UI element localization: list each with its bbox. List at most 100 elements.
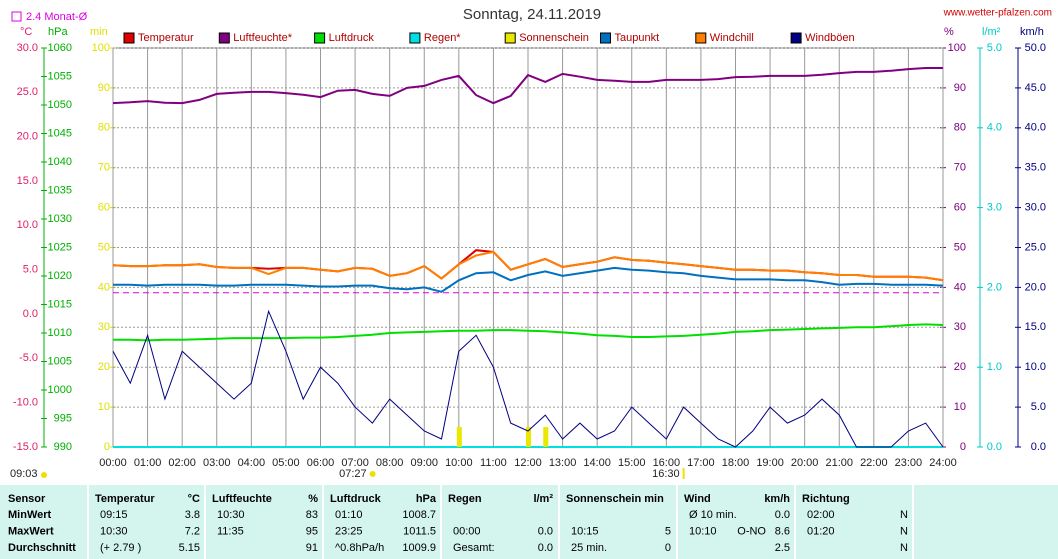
y-tick-label: 10 (954, 401, 966, 413)
table-cell: 95 (306, 525, 318, 537)
table-row-label: MinWert (8, 509, 52, 521)
y-tick-label: 70 (98, 162, 110, 174)
legend-swatch (600, 32, 611, 44)
table-cell: 10:30 (217, 509, 245, 521)
y-tick-label: 1005 (48, 355, 72, 367)
y-tick-label: 90 (98, 82, 110, 94)
mean-legend-box (11, 11, 22, 22)
x-tick-label: 03:00 (203, 457, 231, 469)
x-tick-label: 15:00 (618, 457, 646, 469)
table-header: Temperatur (95, 493, 155, 505)
axis-unit: °C (20, 26, 32, 38)
table-header: Richtung (802, 493, 850, 505)
table-unit: l/m² (533, 493, 553, 505)
y-tick-label: 1035 (48, 184, 72, 196)
table-background (0, 485, 1058, 559)
y-tick-label: 20 (98, 361, 110, 373)
mean-label: 2.4 Monat-Ø (26, 11, 88, 23)
table-cell: N (900, 542, 908, 554)
table-cell: 02:00 (807, 509, 835, 521)
y-tick-label: 1055 (48, 70, 72, 82)
table-header: Sensor (8, 493, 46, 505)
y-tick-label: 30 (954, 321, 966, 333)
y-tick-label: 990 (54, 441, 72, 453)
x-tick-label: 16:00 (653, 457, 681, 469)
daylength-label: 09:03 (10, 468, 38, 480)
y-tick-label: 45.0 (1025, 82, 1046, 94)
series-line (112, 67, 943, 105)
sunrise-label: 07:27 (339, 468, 367, 480)
table-header: Luftdruck (330, 493, 382, 505)
table-unit: °C (188, 493, 200, 505)
y-tick-label: 30 (98, 321, 110, 333)
table-cell: 01:10 (335, 509, 363, 521)
source: www.wetter-pfalzen.com (943, 8, 1052, 19)
y-tick-label: 50 (954, 241, 966, 253)
table-cell: 7.2 (185, 525, 200, 537)
x-tick-label: 07:00 (341, 457, 369, 469)
y-tick-label: 5.0 (1031, 401, 1046, 413)
table-header: Sonnenschein min (566, 493, 664, 505)
y-tick-label: 1050 (48, 99, 72, 111)
table-cell: 3.8 (185, 509, 200, 521)
table-cell: 0 (665, 542, 671, 554)
y-tick-label: 50.0 (1025, 42, 1046, 54)
y-tick-label: 1015 (48, 298, 72, 310)
legend-swatch (123, 32, 135, 44)
y-tick-label: 35.0 (1025, 162, 1046, 174)
x-tick-label: 20:00 (791, 457, 819, 469)
table-cell: O-NO (737, 525, 766, 537)
table-cell: 1011.5 (403, 525, 436, 537)
table-cell: 10:15 (571, 525, 599, 537)
legend-label: Sonnenschein (519, 32, 589, 44)
x-tick-label: 04:00 (238, 457, 266, 469)
x-tick-label: 17:00 (687, 457, 715, 469)
table-cell: 10:30 (100, 525, 128, 537)
x-tick-label: 21:00 (825, 457, 853, 469)
y-tick-label: 0.0 (987, 441, 1002, 453)
sunset-label: 16:30 (652, 468, 680, 480)
table-cell: Ø 10 min. (689, 509, 737, 521)
y-tick-label: 1010 (48, 327, 72, 339)
x-tick-label: 01:00 (134, 457, 162, 469)
table-cell: 0.0 (538, 542, 553, 554)
x-tick-label: 22:00 (860, 457, 888, 469)
table-row-label: Durchschnitt (8, 542, 76, 554)
y-tick-label: 80 (954, 122, 966, 134)
y-tick-label: 80 (98, 122, 110, 134)
table-cell: 1008.7 (402, 509, 436, 521)
legend-swatch (695, 32, 707, 44)
legend-swatch (790, 32, 802, 44)
table-cell: N (900, 509, 908, 521)
legend-label: Windböen (805, 32, 855, 44)
table-cell: 1009.9 (402, 542, 436, 554)
table-cell: ^0.8hPa/h (335, 542, 384, 554)
legend-label: Luftdruck (329, 32, 375, 44)
table-cell: (+ 2.79 ) (100, 542, 141, 554)
series-line (113, 323, 944, 342)
x-tick-label: 12:00 (514, 457, 542, 469)
y-tick-label: 1045 (48, 127, 72, 139)
table-header: Regen (448, 493, 482, 505)
table-cell: 91 (306, 542, 318, 554)
y-tick-label: 100 (948, 42, 966, 54)
table-row-label: MaxWert (8, 525, 54, 537)
table-cell: 25 min. (571, 542, 607, 554)
y-tick-label: 10.0 (17, 219, 38, 231)
legend-swatch (504, 32, 516, 44)
axis-unit: hPa (48, 26, 68, 38)
legend-label: Windchill (710, 32, 754, 44)
x-tick-label: 13:00 (549, 457, 577, 469)
y-tick-label: 100 (92, 42, 110, 54)
bar (543, 427, 549, 447)
axis-unit: % (944, 26, 954, 38)
table-cell: 5.15 (179, 542, 200, 554)
series-line (113, 266, 944, 293)
y-tick-label: 20.0 (1025, 281, 1046, 293)
y-tick-label: 15.0 (17, 175, 38, 187)
legend-label: Luftfeuchte* (233, 32, 292, 44)
y-tick-label: 0.0 (23, 308, 38, 320)
x-tick-label: 23:00 (895, 457, 923, 469)
